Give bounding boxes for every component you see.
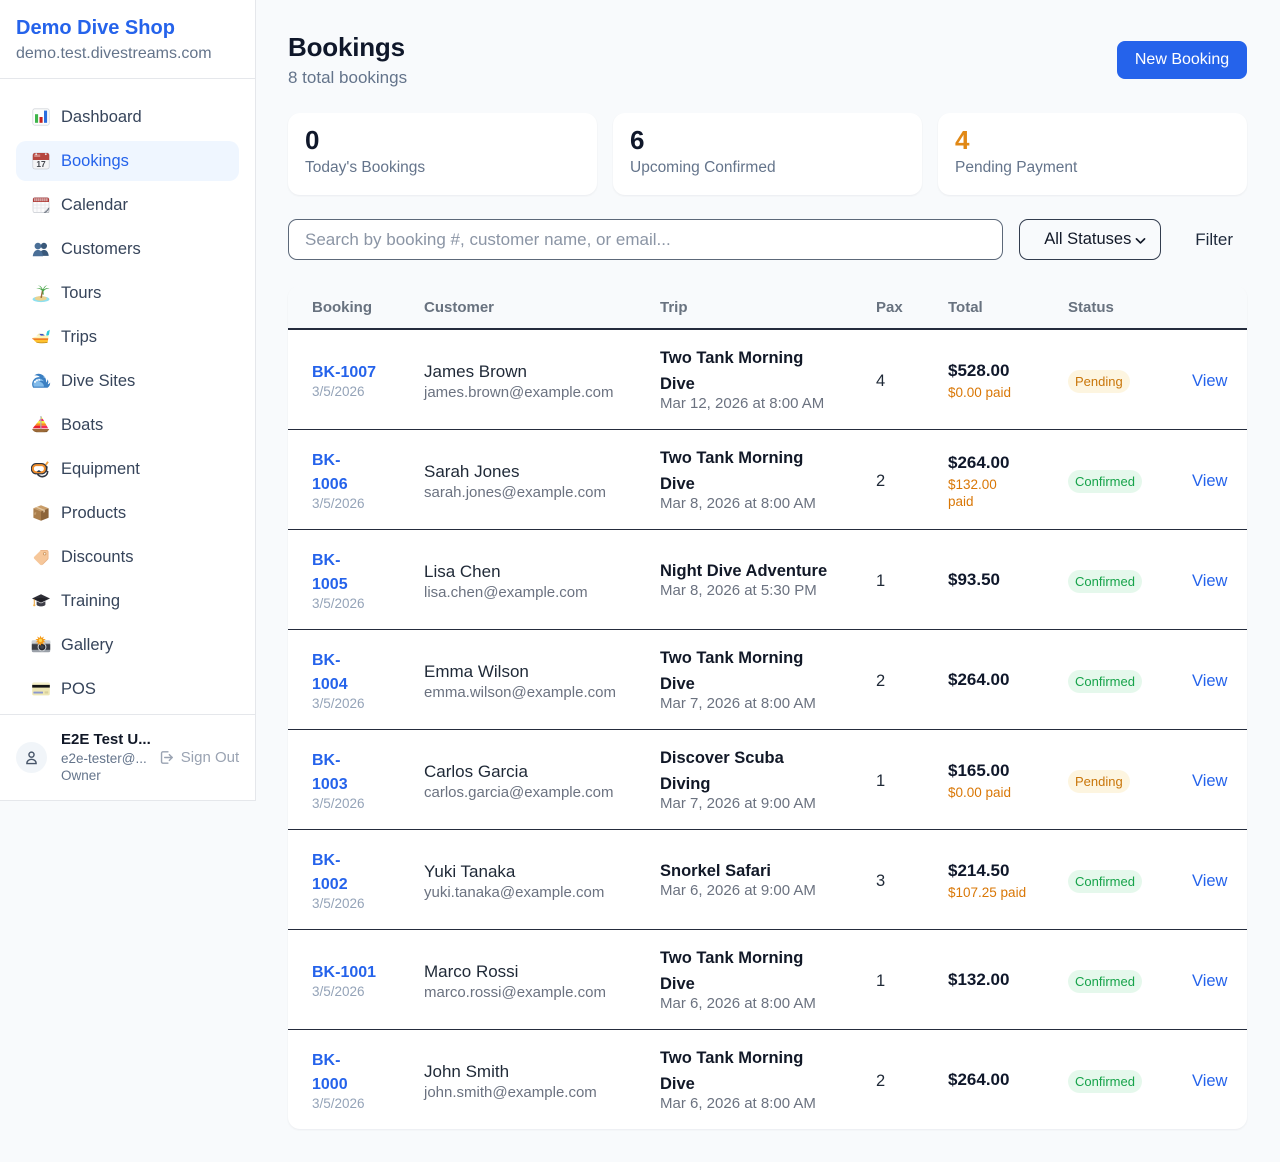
svg-text:17: 17 — [36, 159, 46, 169]
